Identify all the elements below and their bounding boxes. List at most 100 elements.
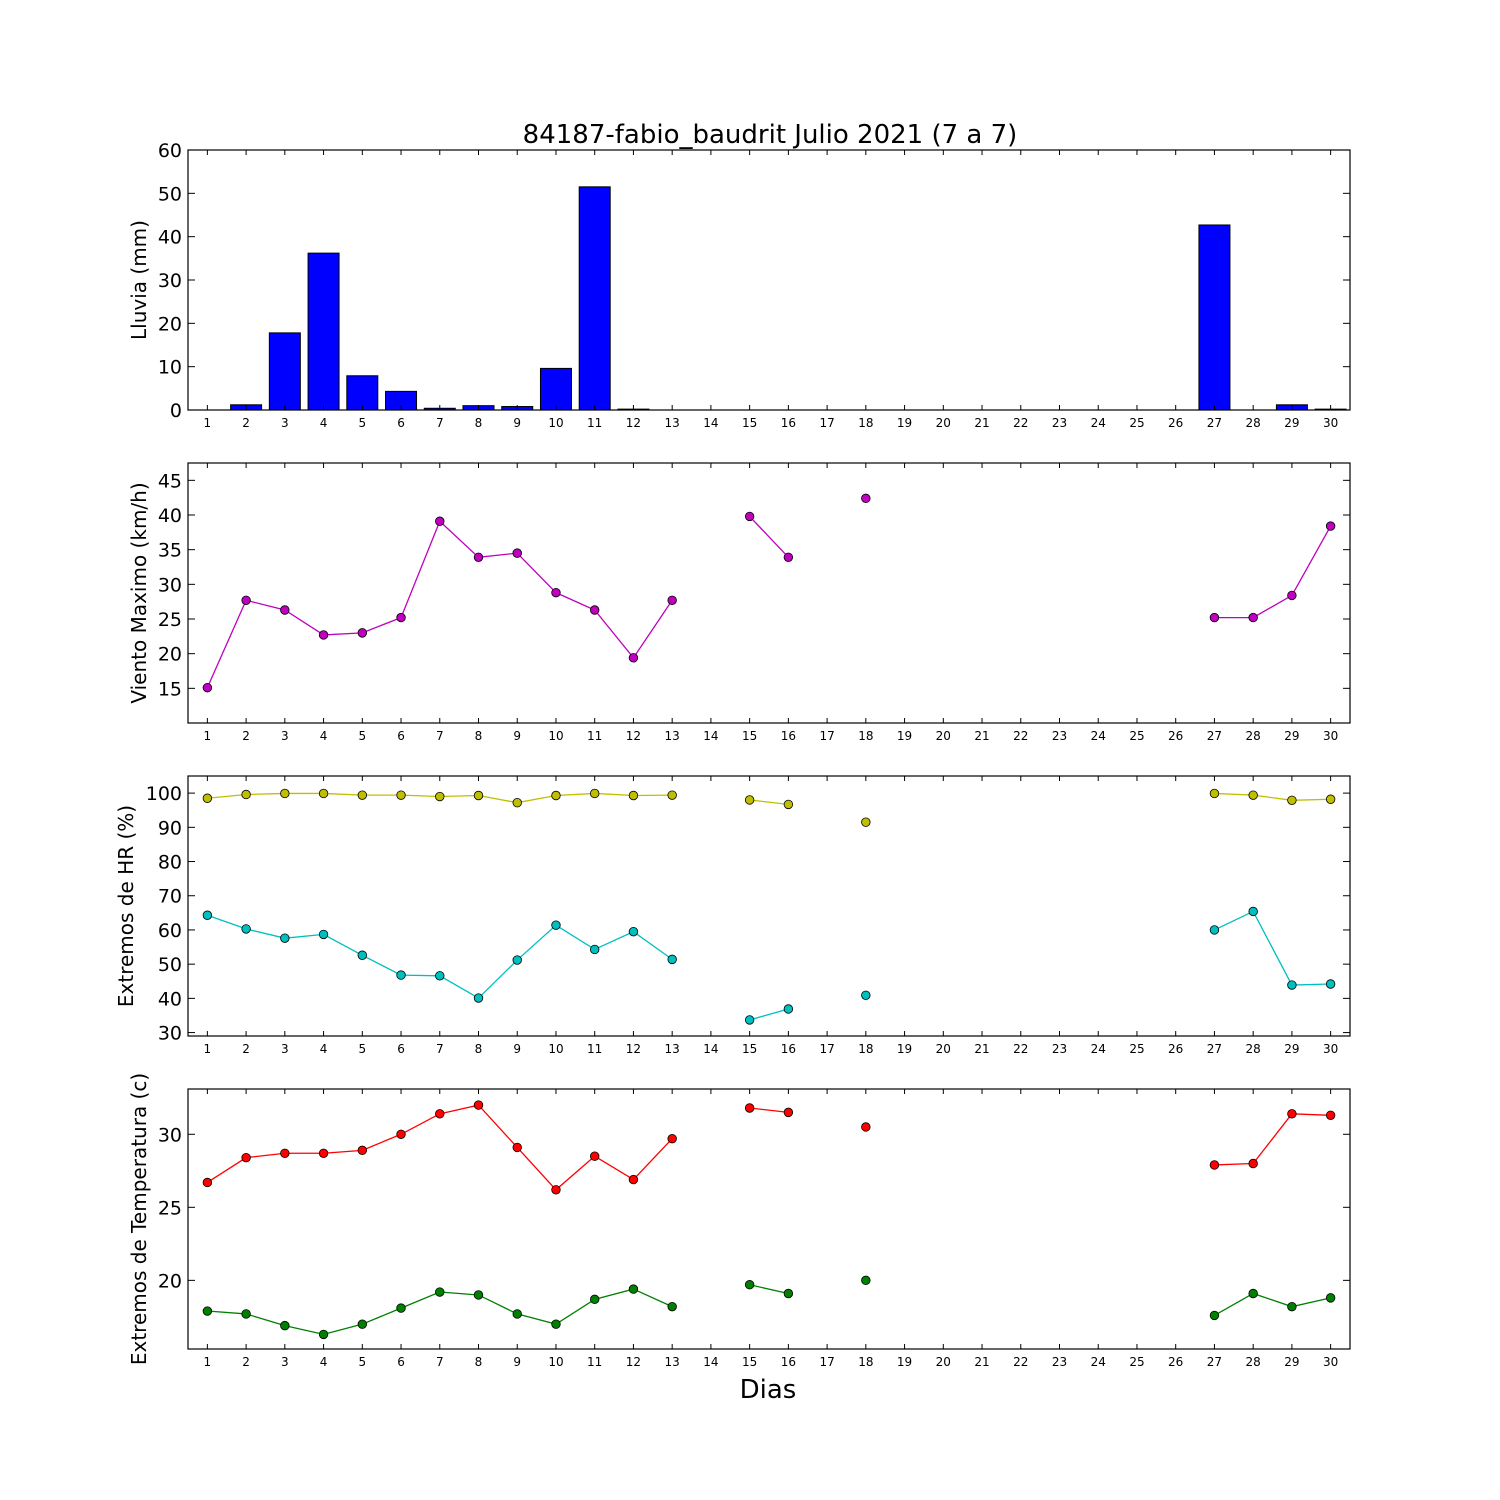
x-tick-label: 11 <box>587 1355 602 1369</box>
x-tick-label: 22 <box>1013 729 1028 743</box>
series-2-point-day-2 <box>241 1309 251 1319</box>
x-tick-label: 5 <box>358 416 366 430</box>
series-1-point-day-16 <box>783 799 794 810</box>
x-tick-label: 22 <box>1013 1042 1028 1056</box>
x-tick-label: 19 <box>897 1355 912 1369</box>
series-2-point-day-16 <box>783 1004 794 1014</box>
x-tick-label: 9 <box>513 729 521 743</box>
x-tick-label: 24 <box>1091 1042 1106 1056</box>
series-1-point-day-16 <box>783 552 794 562</box>
y-tick-label: 40 <box>158 988 182 1010</box>
y-tick-label: 30 <box>158 270 182 292</box>
x-tick-label: 30 <box>1323 416 1338 430</box>
series-1-line <box>206 520 673 688</box>
x-tick-label: 10 <box>548 1042 563 1056</box>
subplot-1: 1 2 3 4 5 6 7 8 9 10 11 12 13 14 15 16 17 18 19 20 21 22 23 24 2… <box>127 140 1351 430</box>
series-2-point-day-10 <box>551 1319 561 1329</box>
y-tick-label: 70 <box>158 886 182 908</box>
x-tick-label: 15 <box>742 416 757 430</box>
series-2-point-day-1 <box>202 1306 213 1316</box>
x-tick-label: 29 <box>1284 729 1299 743</box>
series-1-point-day-30 <box>1325 1110 1336 1120</box>
y-tick-label: 30 <box>158 1124 182 1146</box>
x-tick-label: 12 <box>626 416 641 430</box>
series-1-point-day-10 <box>551 587 561 598</box>
x-tick-label: 26 <box>1168 729 1183 743</box>
x-tick-label: 2 <box>242 729 250 743</box>
x-tick-label: 7 <box>436 1042 444 1056</box>
series-2-line <box>207 914 673 999</box>
series-1-point-day-4 <box>318 1148 329 1158</box>
x-tick-label: 1 <box>204 1042 212 1056</box>
x-tick-label: 18 <box>858 416 873 430</box>
x-tick-label: 8 <box>475 729 483 743</box>
series-1-point-day-8 <box>473 790 484 801</box>
series-1-point-day-2 <box>241 789 251 800</box>
series-2-point-day-30 <box>1325 979 1336 989</box>
series-1-point-day-6 <box>396 790 406 800</box>
series-2-point-day-4 <box>318 929 329 940</box>
x-tick-label: 22 <box>1013 1355 1028 1369</box>
plot-frame <box>187 149 1351 411</box>
x-tick-label: 3 <box>281 416 289 430</box>
plot-frame <box>187 462 1351 724</box>
series-1-point-day-28 <box>1248 790 1258 800</box>
x-tick-label: 28 <box>1246 416 1261 430</box>
series-1-point-day-2 <box>241 1152 251 1163</box>
x-tick-label: 6 <box>397 1355 405 1369</box>
x-tick-label: 11 <box>587 1042 602 1056</box>
x-tick-label: 8 <box>475 416 483 430</box>
series-2-point-day-12 <box>628 926 639 937</box>
x-tick-label: 26 <box>1168 1042 1183 1056</box>
series-2-point-day-11 <box>590 944 600 955</box>
series-2-point-day-28 <box>1248 1288 1258 1299</box>
x-tick-label: 19 <box>897 1042 912 1056</box>
x-tick-label: 18 <box>858 729 873 743</box>
y-tick-label: 50 <box>158 954 182 976</box>
x-tick-label: 4 <box>320 729 328 743</box>
x-tick-label: 12 <box>626 1355 641 1369</box>
x-tick-label: 20 <box>936 416 951 430</box>
x-axis-label: Dias <box>740 1375 797 1405</box>
subplot-2: 1 2 3 4 5 6 7 8 9 10 11 12 13 14 15 16 17 18 19 20 21 22 23 24 2… <box>127 462 1351 743</box>
series-1-point-day-8 <box>473 1100 484 1110</box>
series-1-point-day-6 <box>396 612 406 623</box>
y-tick-label: 25 <box>158 609 182 631</box>
series-1-point-day-3 <box>280 1148 290 1158</box>
bar-day-10 <box>539 367 572 411</box>
y-tick-label: 30 <box>158 1023 182 1045</box>
x-tick-label: 14 <box>703 1042 718 1056</box>
series-1-point-day-7 <box>435 791 445 802</box>
x-tick-label: 23 <box>1052 729 1067 743</box>
series-1-point-day-9 <box>512 797 522 808</box>
bar-day-11 <box>578 186 611 411</box>
series-1-point-day-9 <box>512 548 522 558</box>
series-1-point-day-28 <box>1248 1158 1258 1169</box>
x-tick-label: 29 <box>1284 1042 1299 1056</box>
series-1-point-day-1 <box>202 682 213 693</box>
x-tick-label: 1 <box>204 1355 212 1369</box>
x-tick-label: 10 <box>548 1355 563 1369</box>
x-tick-label: 4 <box>320 1042 328 1056</box>
series-2-line <box>749 1008 789 1021</box>
series-2-point-day-28 <box>1248 906 1258 917</box>
y-tick-label: 100 <box>146 783 182 805</box>
series-2-point-day-29 <box>1287 1301 1297 1312</box>
series-2-point-day-13 <box>667 954 677 965</box>
series-2-point-day-8 <box>473 993 484 1003</box>
series-1-point-day-27 <box>1209 788 1220 799</box>
series-2-line <box>1214 910 1331 986</box>
series-1-point-day-3 <box>280 605 290 615</box>
series-1-point-day-29 <box>1287 1109 1297 1119</box>
series-2-point-day-13 <box>667 1301 677 1312</box>
x-tick-label: 6 <box>397 416 405 430</box>
x-tick-label: 8 <box>475 1042 483 1056</box>
y-axis-label: Lluvia (mm) <box>127 220 151 340</box>
y-axis-label: Extremos de HR (%) <box>114 805 138 1007</box>
series-1-point-day-2 <box>241 595 251 605</box>
plot-frame <box>187 775 1351 1037</box>
x-tick-label: 11 <box>587 729 602 743</box>
x-tick-label: 1 <box>204 729 212 743</box>
series-1-point-day-1 <box>202 1177 213 1188</box>
x-tick-label: 30 <box>1323 729 1338 743</box>
